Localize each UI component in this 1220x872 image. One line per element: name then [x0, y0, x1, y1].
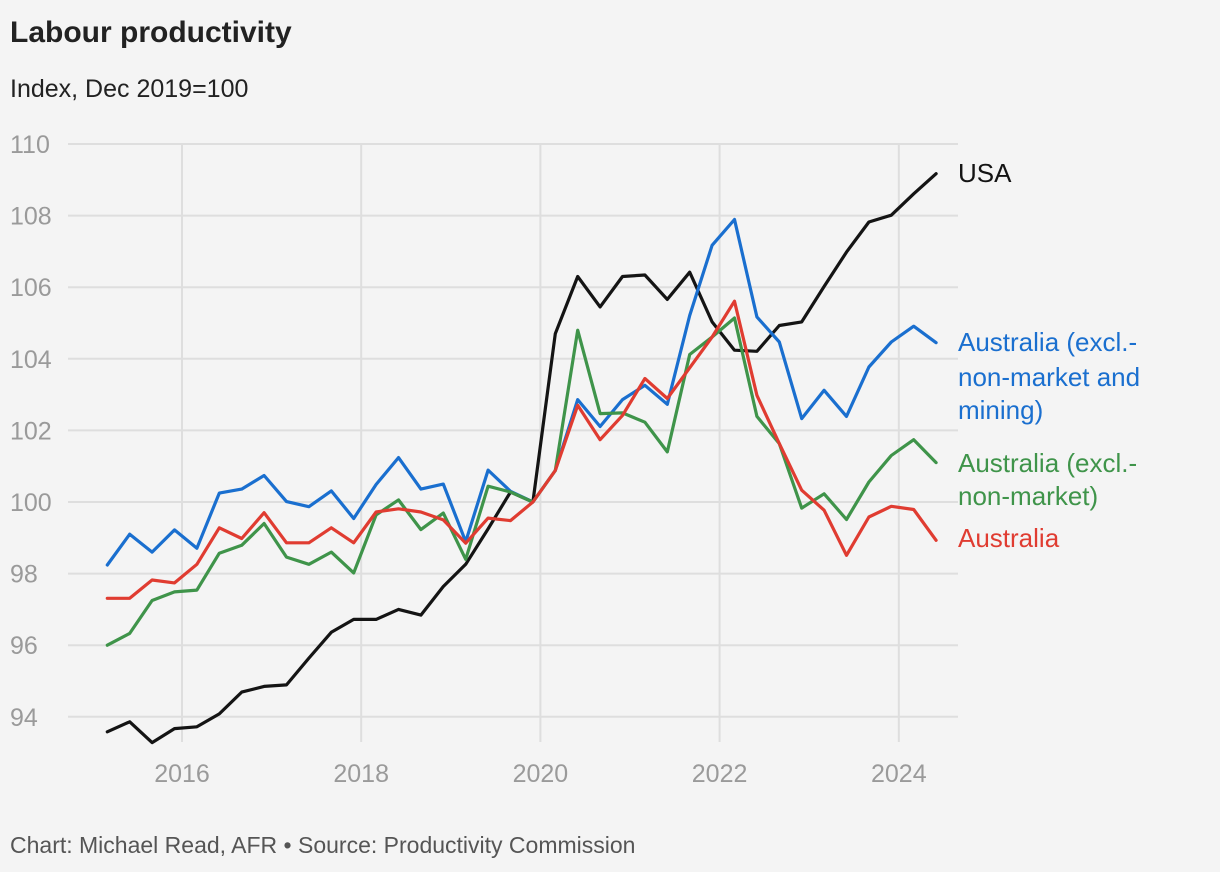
- series-label-australia-excl-non-market-and-mining: non-market and: [958, 362, 1140, 392]
- series-line-usa: [105, 172, 938, 745]
- gridlines: [68, 143, 958, 742]
- series-label-australia-excl-non-market: Australia (excl.-: [958, 448, 1137, 478]
- y-tick-label: 106: [10, 274, 52, 302]
- y-tick-label: 104: [10, 346, 52, 374]
- series-line-australia-excl-non-market: [105, 316, 938, 647]
- series-labels: USA Australia (excl.- non-market andmining…: [958, 158, 1140, 553]
- x-tick-label: 2022: [692, 760, 748, 788]
- y-tick-label: 100: [10, 489, 52, 517]
- series-label-australia-excl-non-market-and-mining: Australia (excl.-: [958, 327, 1137, 357]
- series-label-usa: USA: [958, 158, 1012, 188]
- series-label-australia-excl-non-market: non-market): [958, 481, 1098, 511]
- footer-source: Chart: Michael Read, AFR • Source: Produ…: [10, 832, 635, 858]
- y-axis: 110 108 106 104 102 100 98 96 94: [10, 131, 52, 732]
- chart-subtitle: Index, Dec 2019=100: [10, 75, 248, 103]
- y-tick-label: 110: [10, 131, 50, 159]
- y-tick-label: 108: [10, 203, 52, 231]
- series-line-australia: [105, 299, 938, 600]
- y-tick-label: 102: [10, 417, 52, 445]
- x-tick-label: 2020: [513, 760, 569, 788]
- x-tick-label: 2018: [333, 760, 389, 788]
- series-label-australia: Australia: [958, 523, 1060, 553]
- x-tick-label: 2024: [871, 760, 927, 788]
- series-label-australia-excl-non-market-and-mining: mining): [958, 395, 1043, 425]
- y-tick-label: 94: [10, 704, 38, 732]
- y-tick-label: 98: [10, 561, 38, 589]
- x-tick-label: 2016: [154, 760, 210, 788]
- chart-title: Labour productivity: [10, 16, 292, 49]
- series-lines: [105, 172, 938, 745]
- y-tick-label: 96: [10, 632, 38, 660]
- x-axis: 2016 2018 2020 2022 2024: [154, 760, 927, 788]
